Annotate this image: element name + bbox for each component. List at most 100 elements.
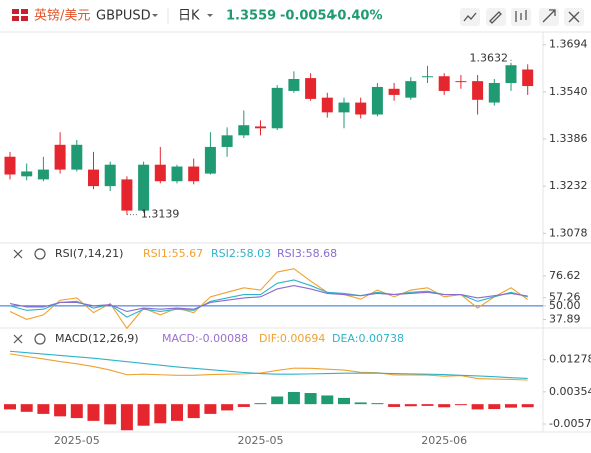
macd-bar xyxy=(221,404,234,411)
candle-body xyxy=(488,82,500,103)
y-tick-label: 0.01278 xyxy=(549,353,591,366)
macd-bar xyxy=(54,404,67,417)
macd-bar xyxy=(287,391,300,405)
y-tick-label: 57.26 xyxy=(549,291,581,304)
candle-body xyxy=(271,87,283,129)
macd-bar xyxy=(254,403,267,405)
candle-body xyxy=(255,126,266,129)
legend-entry: RSI3:58.68 xyxy=(277,247,337,260)
x-tick-label: 2025-06 xyxy=(421,434,467,447)
macd-bar xyxy=(505,404,517,408)
macd-bar xyxy=(4,404,16,410)
candle-body xyxy=(121,179,133,211)
indicator-button[interactable] xyxy=(460,8,480,26)
low-annotation: 1.3139 xyxy=(141,208,180,221)
macd-bar xyxy=(454,404,467,406)
settings-icon[interactable] xyxy=(34,333,46,345)
candle-body xyxy=(338,102,350,113)
pair-name[interactable]: 英镑/美元 xyxy=(34,8,90,24)
price-change: -0.0054 xyxy=(280,9,336,24)
y-tick-label: 1.3232 xyxy=(549,179,588,192)
toolbar xyxy=(460,8,584,26)
macd-bar xyxy=(87,404,100,421)
dropdown-caret[interactable] xyxy=(152,14,158,17)
macd-bar xyxy=(237,404,250,407)
macd-bar xyxy=(404,404,417,407)
candle-body xyxy=(422,76,433,78)
price-change-pct: -0.40% xyxy=(332,9,383,24)
candle-body xyxy=(188,166,200,182)
indicator-line xyxy=(9,285,528,313)
legend-entry: RSI1:55.67 xyxy=(143,247,203,260)
macd-bar xyxy=(104,404,117,425)
candle-body xyxy=(305,78,317,99)
macd-bar xyxy=(70,404,83,419)
candle-body xyxy=(104,164,116,187)
candle-body xyxy=(388,88,400,95)
candle-body xyxy=(288,78,300,91)
candle-body xyxy=(21,171,33,177)
candle-body xyxy=(438,76,450,91)
macd-bar xyxy=(187,404,200,419)
indicator-line xyxy=(9,353,528,381)
candle-body xyxy=(455,81,467,83)
candle-body xyxy=(321,97,333,113)
close-indicator[interactable] xyxy=(13,334,23,344)
candle-body xyxy=(71,144,83,170)
macd-bar xyxy=(421,404,434,406)
indicator-title: MACD(12,26,9) xyxy=(55,332,139,345)
y-tick-label: 50.00 xyxy=(549,299,581,312)
macd-bar xyxy=(37,404,50,414)
candle-body xyxy=(154,164,166,182)
y-tick-label: 1.3078 xyxy=(549,226,588,239)
macd-bar xyxy=(488,404,501,410)
macd-bar xyxy=(120,404,133,431)
indicator-line xyxy=(9,268,529,330)
candle-body xyxy=(4,156,16,175)
settings-icon[interactable] xyxy=(34,248,46,260)
candle-body xyxy=(522,69,534,87)
candle-body xyxy=(204,146,216,174)
legend-entry: RSI2:58.03 xyxy=(211,247,271,260)
candle-body xyxy=(54,144,66,170)
type-button[interactable] xyxy=(511,8,531,26)
candle-body xyxy=(37,169,49,180)
draw-button[interactable] xyxy=(486,8,506,26)
close-indicator[interactable] xyxy=(13,249,23,259)
x-tick-label: 2025-05 xyxy=(238,434,284,447)
macd-bar xyxy=(354,402,367,405)
y-tick-label: 0.00354 xyxy=(549,385,591,398)
candle-body xyxy=(355,102,367,115)
candle-body xyxy=(171,166,183,182)
candle-body xyxy=(505,65,517,83)
macd-bar xyxy=(137,404,150,426)
legend-entry: DEA:0.00738 xyxy=(332,332,404,345)
indicator-line xyxy=(9,350,528,380)
dropdown-caret[interactable] xyxy=(207,14,213,17)
candle-body xyxy=(405,81,417,98)
candle-body xyxy=(138,164,150,211)
macd-bar xyxy=(388,404,401,407)
y-tick-label: 76.62 xyxy=(549,269,581,282)
candle-body xyxy=(472,81,484,100)
period[interactable]: 日K xyxy=(178,9,200,24)
macd-bar xyxy=(521,404,534,408)
macd-bar xyxy=(171,404,183,421)
macd-bar xyxy=(471,404,484,410)
macd-bar xyxy=(438,404,451,408)
close-button[interactable] xyxy=(564,8,584,26)
indicator-title: RSI(7,14,21) xyxy=(55,247,123,260)
y-tick-label: 1.3694 xyxy=(549,38,588,51)
candle-body xyxy=(88,169,99,187)
macd-bar xyxy=(321,395,334,405)
x-tick-label: 2025-05 xyxy=(54,434,100,447)
y-tick-label: -0.00571 xyxy=(549,417,591,430)
candle-body xyxy=(371,86,383,115)
symbol[interactable]: GBPUSD xyxy=(96,9,151,24)
macd-bar xyxy=(371,403,384,405)
y-tick-label: 1.3386 xyxy=(549,132,588,145)
legend-entry: MACD:-0.00088 xyxy=(162,332,248,345)
fullscreen-button[interactable] xyxy=(539,8,559,26)
